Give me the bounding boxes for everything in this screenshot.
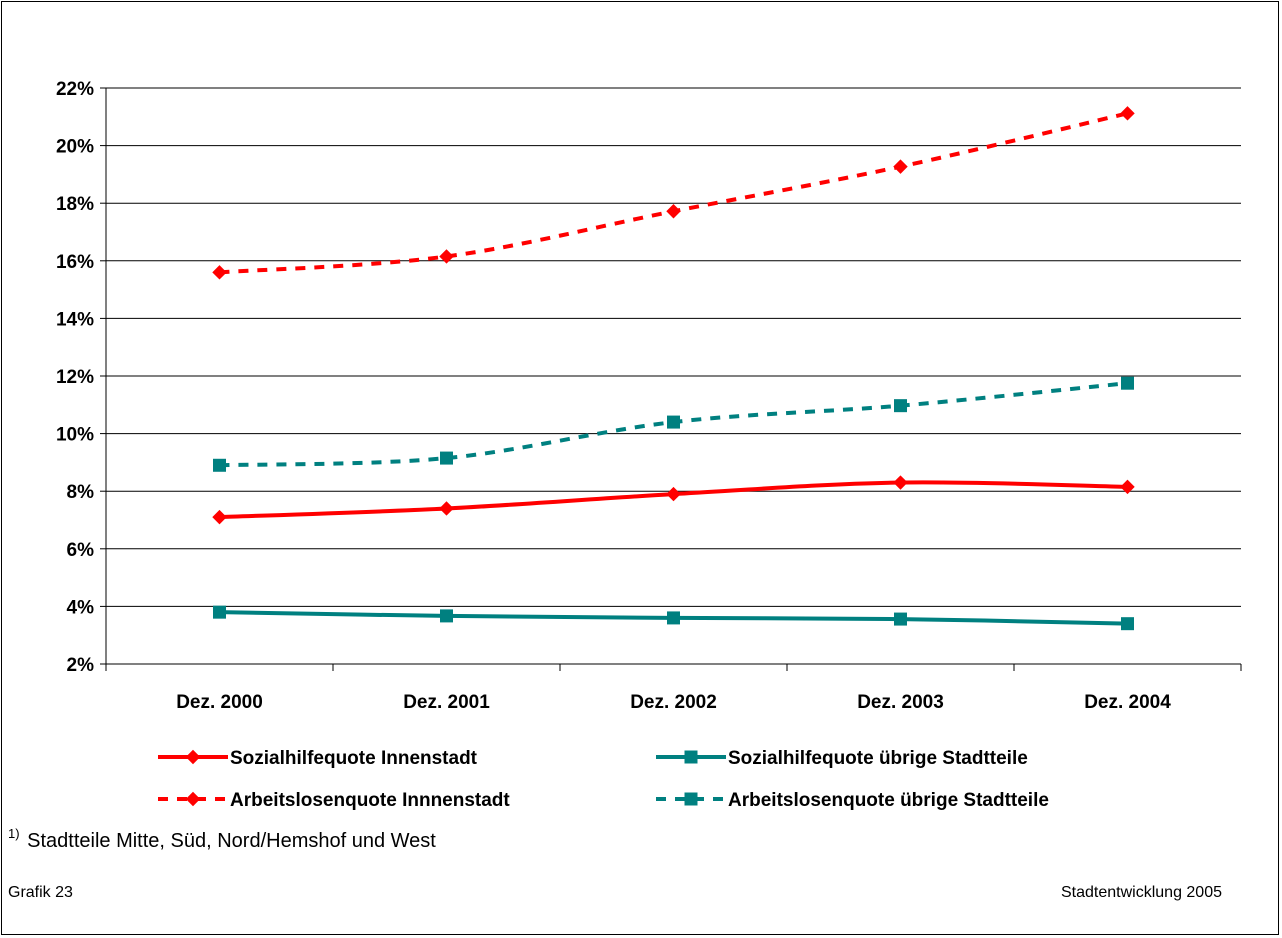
data-point-1	[439, 501, 454, 516]
y-tick-label: 2%	[67, 655, 95, 676]
data-point-1	[1120, 479, 1135, 495]
data-point-4	[894, 399, 907, 413]
y-tick-label: 8%	[67, 482, 95, 503]
data-point-4	[667, 415, 680, 429]
x-tick-label: Dez. 2004	[1084, 692, 1171, 713]
data-point-3	[439, 249, 454, 264]
x-tick-label: Dez. 2003	[857, 692, 944, 713]
data-point-4	[1121, 376, 1134, 390]
data-point-1	[893, 475, 908, 490]
x-tick-label: Dez. 2001	[403, 692, 490, 713]
y-tick-label: 6%	[67, 540, 95, 561]
legend-marker-2	[684, 750, 698, 764]
y-tick-label: 12%	[56, 367, 94, 388]
data-point-2	[213, 605, 226, 619]
legend-marker-4	[684, 792, 698, 806]
legend-label-4: Arbeitslosenquote übrige Stadtteile	[728, 790, 1049, 811]
legend-label-1: Sozialhilfequote Innenstadt	[230, 748, 478, 769]
data-point-4	[213, 458, 226, 472]
y-tick-label: 20%	[56, 137, 94, 158]
data-point-3	[212, 265, 227, 280]
data-point-3	[666, 204, 681, 219]
y-tick-label: 22%	[56, 79, 94, 100]
x-tick-label: Dez. 2002	[630, 692, 717, 713]
data-point-2	[667, 611, 680, 625]
x-tick-label: Dez. 2000	[176, 692, 263, 713]
y-tick-label: 14%	[56, 309, 94, 330]
y-tick-label: 16%	[56, 252, 94, 273]
data-point-2	[1121, 617, 1134, 631]
data-point-3	[893, 159, 908, 174]
legend-marker-1	[185, 749, 201, 765]
y-tick-label: 18%	[56, 194, 94, 215]
y-tick-label: 4%	[67, 597, 95, 618]
grafik-label: Grafik 23	[8, 884, 73, 901]
data-point-1	[666, 486, 681, 502]
data-point-1	[212, 509, 227, 525]
legend-label-2: Sozialhilfequote übrige Stadtteile	[728, 748, 1028, 769]
legend-marker-3	[185, 791, 201, 807]
data-point-4	[440, 451, 453, 465]
data-point-2	[894, 612, 907, 626]
footnote: 1) Stadtteile Mitte, Süd, Nord/Hemshof u…	[8, 826, 436, 853]
y-tick-label: 10%	[56, 425, 94, 446]
source-label: Stadtentwicklung 2005	[1061, 884, 1222, 901]
data-point-2	[440, 609, 453, 623]
data-point-3	[1120, 106, 1135, 121]
series-line-3	[219, 111, 1128, 275]
footnote-text: Stadtteile Mitte, Süd, Nord/Hemshof und …	[21, 830, 436, 852]
footnote-marker: 1)	[8, 826, 20, 841]
legend-label-3: Arbeitslosenquote Innnenstadt	[230, 790, 510, 811]
